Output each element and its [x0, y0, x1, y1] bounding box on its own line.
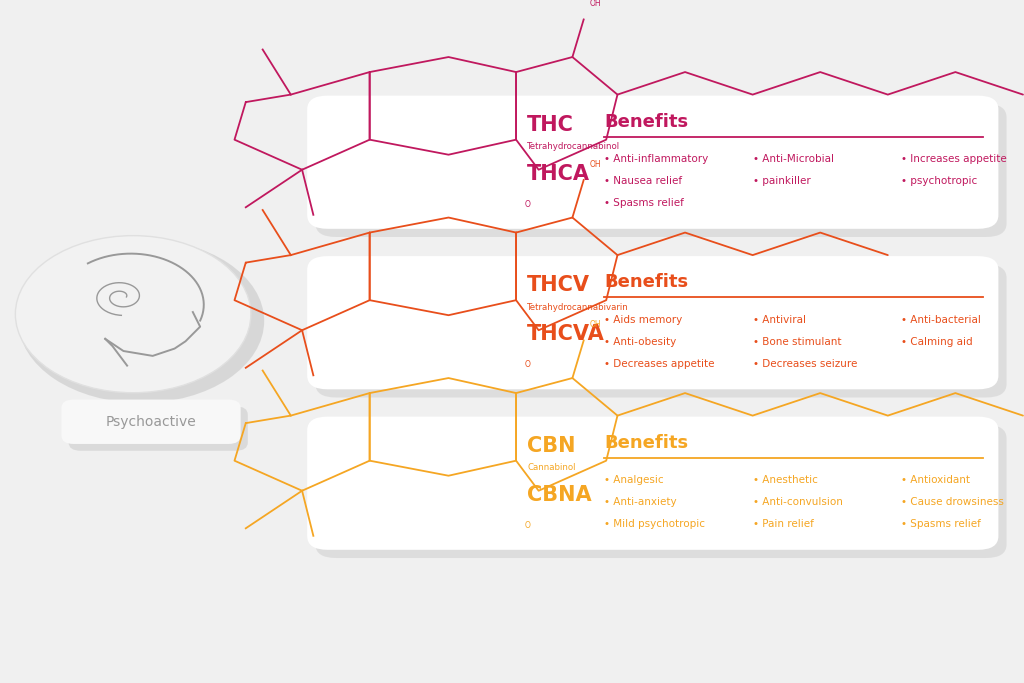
Text: THCA: THCA: [527, 164, 591, 184]
Text: • Analgesic: • Analgesic: [604, 475, 664, 486]
Text: OH: OH: [589, 0, 601, 8]
Text: CBN: CBN: [527, 436, 575, 456]
Circle shape: [18, 239, 264, 403]
Text: Benefits: Benefits: [604, 273, 688, 291]
Text: • Anti-convulsion: • Anti-convulsion: [753, 497, 843, 507]
Text: • Antiviral: • Antiviral: [753, 315, 806, 325]
Text: • Cause drowsiness: • Cause drowsiness: [901, 497, 1004, 507]
Text: • Pain relief: • Pain relief: [753, 519, 813, 529]
Text: OH: OH: [589, 320, 601, 329]
FancyBboxPatch shape: [315, 264, 1007, 398]
Text: • Decreases appetite: • Decreases appetite: [604, 359, 715, 369]
Text: • Anti-inflammatory: • Anti-inflammatory: [604, 154, 709, 165]
Text: • Anesthetic: • Anesthetic: [753, 475, 817, 486]
Text: O: O: [524, 199, 530, 209]
Text: Benefits: Benefits: [604, 113, 688, 130]
Text: Cannabinol: Cannabinol: [527, 463, 575, 472]
Text: • Anti-anxiety: • Anti-anxiety: [604, 497, 677, 507]
Text: THCV: THCV: [527, 275, 591, 295]
FancyBboxPatch shape: [307, 256, 998, 389]
Text: Tetrahydrocannabivarin: Tetrahydrocannabivarin: [527, 303, 629, 311]
Text: • Anti-obesity: • Anti-obesity: [604, 337, 677, 347]
Circle shape: [15, 236, 251, 393]
FancyBboxPatch shape: [61, 400, 241, 444]
Text: O: O: [524, 360, 530, 370]
Text: • psychotropic: • psychotropic: [901, 176, 977, 186]
FancyBboxPatch shape: [307, 96, 998, 229]
FancyBboxPatch shape: [315, 425, 1007, 558]
Text: • Antioxidant: • Antioxidant: [901, 475, 970, 486]
Text: THCVA: THCVA: [527, 324, 605, 344]
Text: Benefits: Benefits: [604, 434, 688, 451]
Text: • Anti-bacterial: • Anti-bacterial: [901, 315, 981, 325]
Text: • Spasms relief: • Spasms relief: [901, 519, 981, 529]
Text: • Anti-Microbial: • Anti-Microbial: [753, 154, 834, 165]
Text: Tetrahydrocannabinol: Tetrahydrocannabinol: [527, 142, 621, 151]
Text: CBNA: CBNA: [527, 485, 592, 505]
Text: OH: OH: [589, 160, 601, 169]
Text: • Nausea relief: • Nausea relief: [604, 176, 682, 186]
FancyBboxPatch shape: [69, 406, 248, 451]
FancyBboxPatch shape: [307, 417, 998, 550]
Text: Psychoactive: Psychoactive: [105, 415, 197, 429]
FancyBboxPatch shape: [315, 104, 1007, 237]
Text: • Mild psychotropic: • Mild psychotropic: [604, 519, 706, 529]
Text: THC: THC: [527, 115, 574, 135]
Text: • Aids memory: • Aids memory: [604, 315, 682, 325]
Text: • painkiller: • painkiller: [753, 176, 810, 186]
Text: O: O: [524, 521, 530, 530]
Text: • Bone stimulant: • Bone stimulant: [753, 337, 841, 347]
Text: • Spasms relief: • Spasms relief: [604, 198, 684, 208]
Text: • Decreases seizure: • Decreases seizure: [753, 359, 857, 369]
Text: • Calming aid: • Calming aid: [901, 337, 973, 347]
Text: • Increases appetite: • Increases appetite: [901, 154, 1007, 165]
